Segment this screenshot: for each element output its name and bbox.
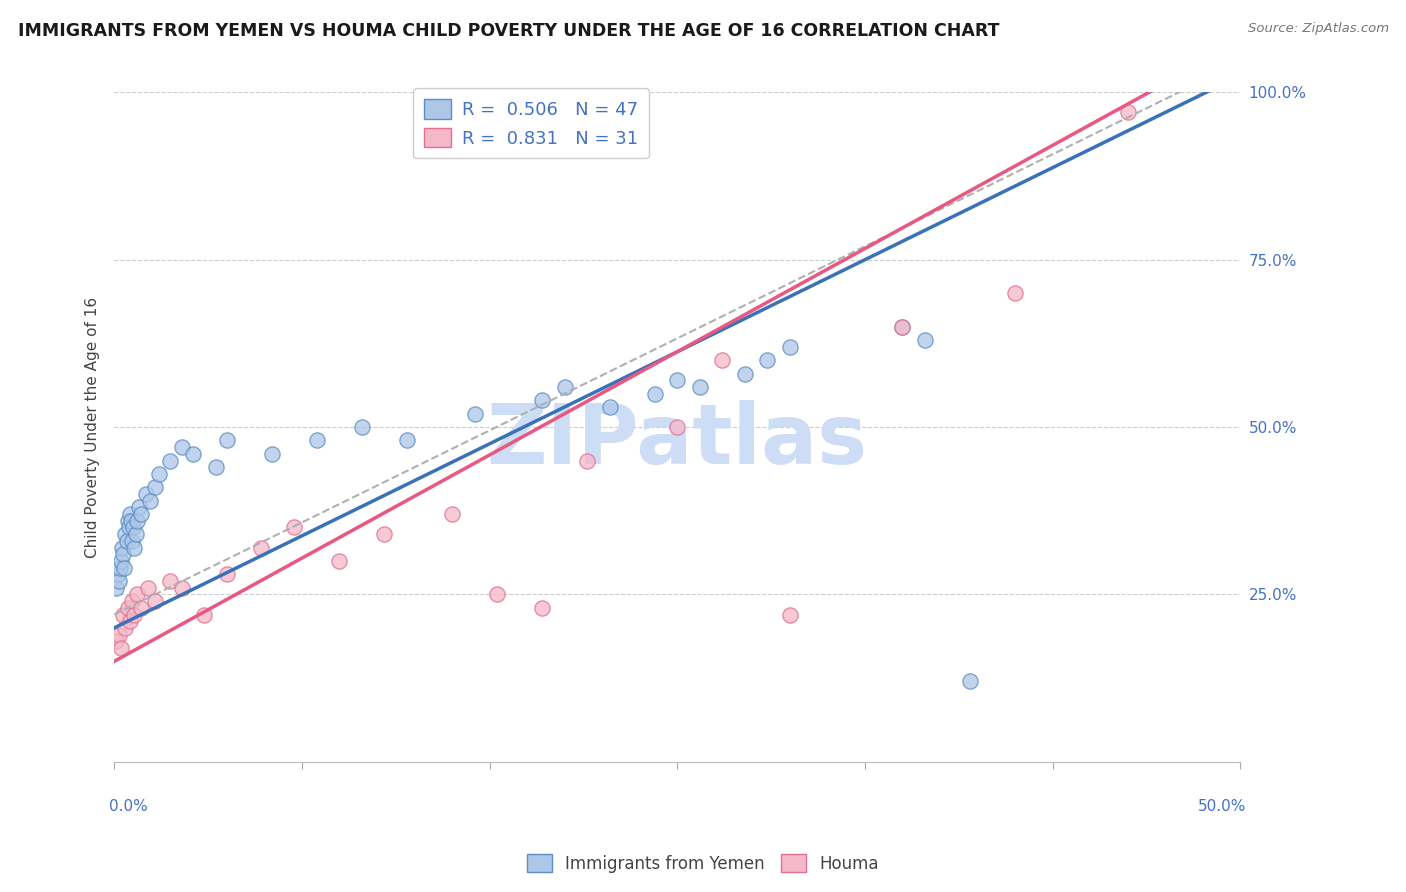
- Point: [959, 674, 981, 689]
- Point: [121, 533, 143, 548]
- Point: [114, 621, 136, 635]
- Point: [328, 554, 350, 568]
- Point: [170, 581, 193, 595]
- Point: [350, 420, 373, 434]
- Point: [110, 554, 132, 568]
- Point: [756, 353, 779, 368]
- Point: [105, 634, 128, 648]
- Point: [124, 607, 146, 622]
- Point: [531, 393, 554, 408]
- Point: [689, 380, 711, 394]
- Text: 0.0%: 0.0%: [108, 798, 148, 814]
- Point: [779, 340, 801, 354]
- Point: [531, 600, 554, 615]
- Legend: R =  0.506   N = 47, R =  0.831   N = 31: R = 0.506 N = 47, R = 0.831 N = 31: [413, 88, 648, 159]
- Point: [554, 380, 576, 394]
- Point: [1004, 286, 1026, 301]
- Text: ZIPatlas: ZIPatlas: [486, 400, 868, 481]
- Point: [283, 520, 305, 534]
- Text: Source: ZipAtlas.com: Source: ZipAtlas.com: [1249, 22, 1389, 36]
- Point: [111, 541, 134, 555]
- Point: [120, 514, 142, 528]
- Point: [108, 560, 131, 574]
- Point: [112, 547, 135, 561]
- Point: [125, 514, 148, 528]
- Point: [125, 587, 148, 601]
- Point: [118, 614, 141, 628]
- Point: [110, 640, 132, 655]
- Point: [395, 434, 418, 448]
- Point: [129, 600, 152, 615]
- Point: [122, 520, 145, 534]
- Point: [734, 367, 756, 381]
- Point: [644, 386, 666, 401]
- Point: [711, 353, 734, 368]
- Point: [118, 507, 141, 521]
- Point: [666, 373, 689, 387]
- Point: [107, 567, 129, 582]
- Point: [115, 533, 138, 548]
- Point: [143, 480, 166, 494]
- Point: [891, 319, 914, 334]
- Point: [136, 581, 159, 595]
- Point: [114, 527, 136, 541]
- Point: [118, 520, 141, 534]
- Point: [666, 420, 689, 434]
- Point: [143, 594, 166, 608]
- Point: [891, 319, 914, 334]
- Point: [107, 574, 129, 588]
- Point: [914, 333, 936, 347]
- Point: [599, 400, 621, 414]
- Point: [124, 527, 146, 541]
- Point: [105, 581, 128, 595]
- Point: [181, 447, 204, 461]
- Point: [464, 407, 486, 421]
- Point: [249, 541, 271, 555]
- Point: [107, 627, 129, 641]
- Point: [204, 460, 226, 475]
- Point: [112, 560, 135, 574]
- Point: [139, 493, 162, 508]
- Y-axis label: Child Poverty Under the Age of 16: Child Poverty Under the Age of 16: [86, 296, 100, 558]
- Point: [117, 600, 139, 615]
- Point: [117, 514, 139, 528]
- Point: [124, 541, 146, 555]
- Point: [576, 453, 599, 467]
- Legend: Immigrants from Yemen, Houma: Immigrants from Yemen, Houma: [520, 847, 886, 880]
- Point: [135, 487, 157, 501]
- Point: [112, 607, 135, 622]
- Point: [128, 500, 150, 515]
- Point: [260, 447, 283, 461]
- Point: [159, 574, 181, 588]
- Point: [170, 440, 193, 454]
- Point: [148, 467, 170, 481]
- Point: [1116, 105, 1139, 120]
- Point: [373, 527, 395, 541]
- Point: [215, 567, 238, 582]
- Point: [121, 594, 143, 608]
- Point: [159, 453, 181, 467]
- Text: IMMIGRANTS FROM YEMEN VS HOUMA CHILD POVERTY UNDER THE AGE OF 16 CORRELATION CHA: IMMIGRANTS FROM YEMEN VS HOUMA CHILD POV…: [18, 22, 1000, 40]
- Point: [486, 587, 509, 601]
- Point: [305, 434, 328, 448]
- Point: [129, 507, 152, 521]
- Point: [193, 607, 215, 622]
- Point: [779, 607, 801, 622]
- Point: [215, 434, 238, 448]
- Text: 50.0%: 50.0%: [1198, 798, 1246, 814]
- Point: [440, 507, 463, 521]
